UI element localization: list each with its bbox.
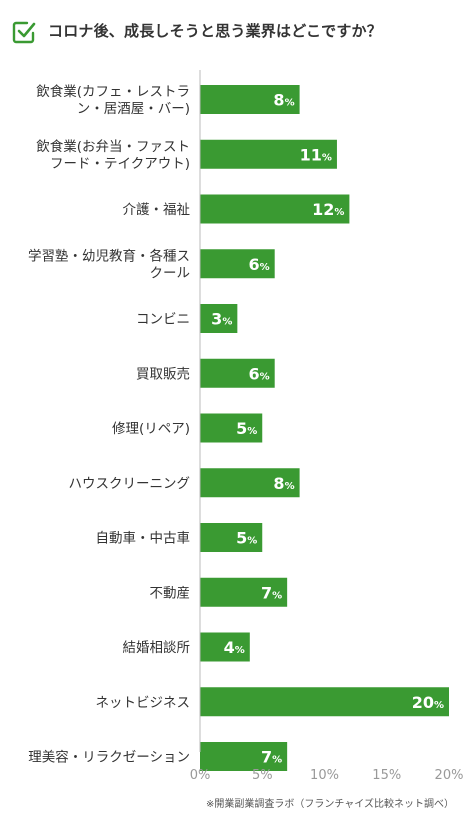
chart-title: コロナ後、成長しそうと思う業界はどこですか？ xyxy=(48,22,382,40)
bar-12 xyxy=(200,742,288,771)
bar-value-label-11: 20% xyxy=(412,693,444,712)
category-label-5: 買取販売 xyxy=(136,366,190,382)
bar-value-label-3: 6% xyxy=(249,255,270,274)
bar-chart: 8% 飲食業(カフェ・レストラン・居酒屋・バー) 11% 飲食業(お弁当・ファストフー… xyxy=(28,70,464,783)
category-label-1: 飲食業(お弁当・ファストフード・テイクアウト) xyxy=(36,138,190,172)
bar-10 xyxy=(200,632,250,662)
category-label-4: コンビニ xyxy=(136,312,190,328)
bar-value-label-7: 8% xyxy=(273,474,294,493)
category-label-10: 結婚相談所 xyxy=(123,640,191,656)
bar-6 xyxy=(200,413,263,443)
bar-value-label-12: 7% xyxy=(261,748,282,767)
bar-9 xyxy=(200,577,288,607)
category-label-6: 修理(リペア) xyxy=(112,421,190,437)
bar-value-label-4: 3% xyxy=(211,310,232,329)
category-label-7: ハウスクリーニング xyxy=(69,476,191,492)
bar-value-label-8: 5% xyxy=(236,529,257,548)
category-label-9: 不動産 xyxy=(150,585,191,601)
chart-header: コロナ後、成長しそうと思う業界はどこですか？ xyxy=(12,18,460,46)
source-footnote: ※開業副業調査ラボ（フランチャイズ比較ネット調べ） xyxy=(206,799,454,810)
x-tick-label-2: 10% xyxy=(310,768,339,783)
x-tick-label-1: 5% xyxy=(252,768,273,783)
bar-8 xyxy=(200,523,263,552)
x-tick-label-0: 0% xyxy=(190,768,211,783)
bar-value-label-0: 8% xyxy=(273,91,294,110)
x-tick-label-3: 15% xyxy=(372,768,401,783)
category-label-11: ネットビジネス xyxy=(96,695,191,711)
category-label-12: 理美容・リラクゼーション xyxy=(28,749,190,766)
bar-value-label-2: 12% xyxy=(312,200,344,219)
bar-3 xyxy=(200,249,275,279)
category-label-3: 学習塾・幼児教育・各種スクール xyxy=(28,248,190,281)
bar-value-label-9: 7% xyxy=(261,583,282,602)
x-tick-label-4: 20% xyxy=(435,768,464,783)
bar-1 xyxy=(200,139,337,169)
category-label-2: 介護・福祉 xyxy=(123,202,191,218)
category-label-0: 飲食業(カフェ・レストラン・居酒屋・バー) xyxy=(36,83,190,117)
bar-7 xyxy=(200,468,300,498)
category-label-8: 自動車・中古車 xyxy=(96,531,191,547)
bar-value-label-6: 5% xyxy=(236,419,257,438)
bar-0 xyxy=(200,85,300,114)
bar-4 xyxy=(200,304,238,333)
bar-value-label-10: 4% xyxy=(224,638,245,657)
bar-5 xyxy=(200,358,275,388)
checkbox-check-icon xyxy=(12,20,36,44)
bar-value-label-1: 11% xyxy=(300,145,332,164)
bar-value-label-5: 6% xyxy=(249,364,270,383)
bar-2 xyxy=(200,194,350,224)
bar-11 xyxy=(200,687,449,717)
